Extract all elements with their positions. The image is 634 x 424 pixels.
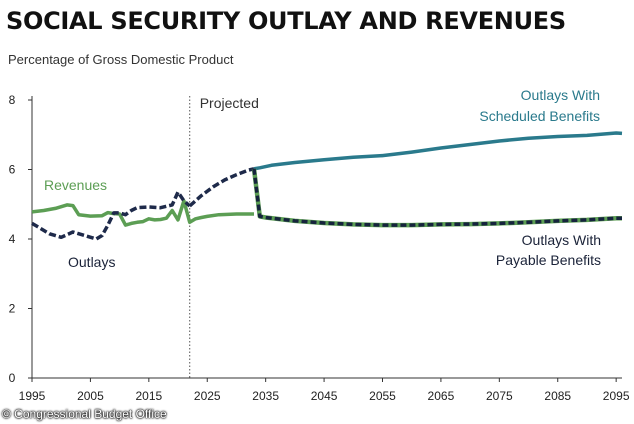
outlays-label: Outlays bbox=[68, 254, 115, 270]
x-tick-label: 2025 bbox=[194, 389, 221, 403]
scheduled-benefits-line-early bbox=[188, 167, 255, 208]
x-tick-label: 2065 bbox=[428, 389, 455, 403]
revenues-line bbox=[31, 199, 254, 227]
x-tick-label: 2085 bbox=[544, 389, 571, 403]
x-tick-label: 2055 bbox=[369, 389, 396, 403]
payable-benefits-label-line1: Outlays With bbox=[522, 232, 601, 248]
y-tick-label: 0 bbox=[9, 371, 16, 385]
payable-benefits-line-base bbox=[251, 168, 622, 228]
x-tick-label: 2045 bbox=[311, 389, 338, 403]
projected-label: Projected bbox=[200, 95, 259, 111]
x-tick-label: 2035 bbox=[252, 389, 279, 403]
y-tick-label: 6 bbox=[9, 163, 16, 177]
x-tick-label: 2075 bbox=[486, 389, 513, 403]
scheduled-benefits-label-line1: Outlays With bbox=[521, 87, 600, 103]
x-tick-label: 2015 bbox=[135, 389, 162, 403]
outlays-line bbox=[31, 190, 191, 241]
x-tick-label: 2095 bbox=[603, 389, 630, 403]
payable-benefits-line bbox=[252, 168, 622, 227]
scheduled-benefits-label-line2: Scheduled Benefits bbox=[479, 108, 600, 124]
x-tick-label: 1995 bbox=[19, 389, 46, 403]
series-lines bbox=[31, 131, 623, 241]
payable-benefits-label-line2: Payable Benefits bbox=[496, 252, 601, 268]
x-tick-label: 2005 bbox=[77, 389, 104, 403]
scheduled-benefits-line bbox=[253, 131, 623, 171]
chart-subtitle: Percentage of Gross Domestic Product bbox=[8, 52, 234, 67]
axes: 0 2 4 6 8 1995 2005 2015 2025 2035 2045 2055 2065 207… bbox=[9, 93, 630, 403]
y-tick-label: 2 bbox=[9, 302, 16, 316]
chart-title: SOCIAL SECURITY OUTLAY AND REVENUES bbox=[6, 7, 566, 35]
source-credit: © Congressional Budget Office bbox=[2, 407, 167, 421]
revenues-label: Revenues bbox=[44, 177, 107, 193]
y-tick-label: 4 bbox=[9, 232, 16, 246]
y-tick-label: 8 bbox=[9, 93, 16, 107]
chart-labels: Projected Revenues Outlays Outlays With … bbox=[44, 87, 601, 270]
